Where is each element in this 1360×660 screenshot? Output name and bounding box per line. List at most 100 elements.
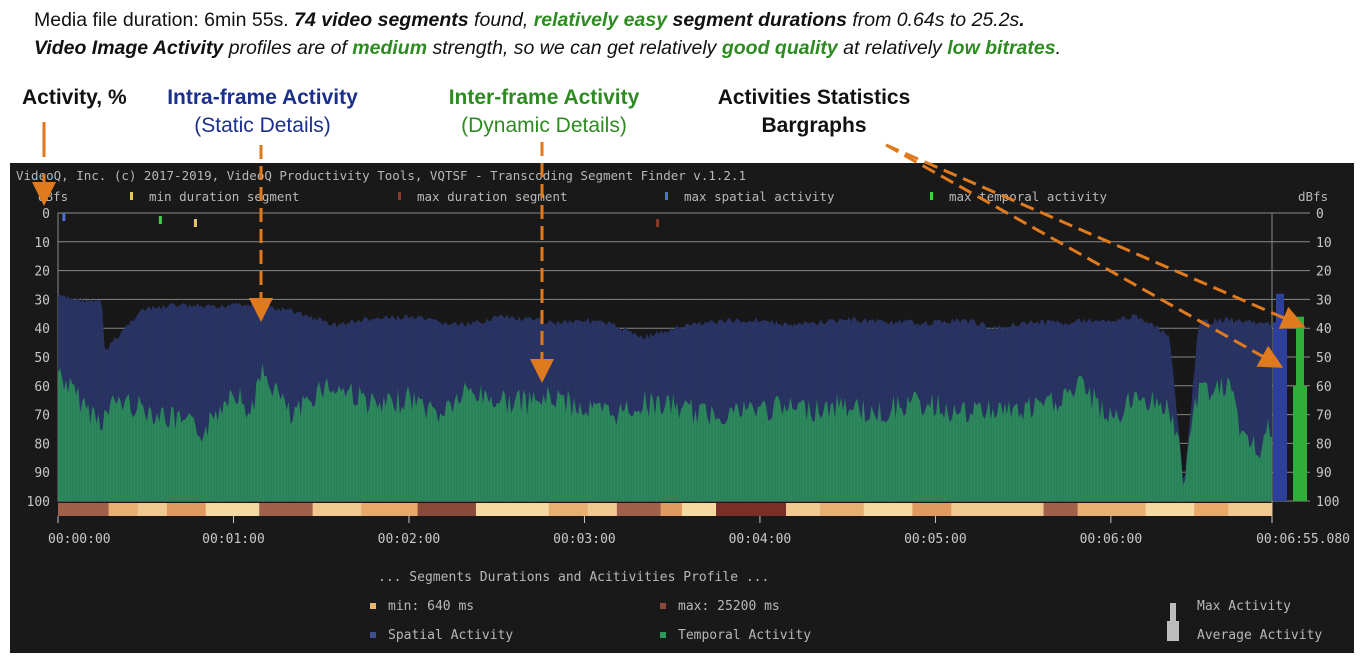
segment-event-marker (62, 213, 66, 221)
y-tick-label-right: 90 (1316, 466, 1332, 481)
y-tick-label-left: 50 (34, 351, 50, 366)
segment-duration-cell (820, 503, 865, 516)
y-tick-label-left: 20 (34, 265, 50, 280)
segment-duration-cell (312, 503, 362, 516)
y-tick-label-right: 10 (1316, 236, 1332, 251)
annotation-stats-title: Activities Statistics (717, 86, 911, 109)
x-tick-label: 00:06:00 (1080, 532, 1143, 547)
segment-duration-cell (1194, 503, 1229, 516)
y-tick-label-right: 100 (1316, 495, 1339, 510)
legend-bottom-swatch (370, 632, 376, 638)
segment-duration-cell (205, 503, 260, 516)
y-tick-label-left: 70 (34, 409, 50, 424)
segment-duration-cell (587, 503, 618, 516)
segment-duration-cell (1228, 503, 1273, 516)
legend-bottom-label: Spatial Activity (388, 628, 513, 643)
bottom-title: ... Segments Durations and Acitivities P… (378, 570, 769, 585)
summary-text: strength, so we can get relatively (427, 37, 722, 59)
annotation-intra-frame: Intra-frame Activity (Static Details) (150, 84, 375, 140)
y-tick-label-left: 0 (42, 207, 50, 222)
legend-bottom-label: min: 640 ms (388, 599, 474, 614)
y-tick-label-right: 50 (1316, 351, 1332, 366)
annotation-activity: Activity, % (22, 86, 127, 109)
legend-top-label: max duration segment (417, 189, 568, 204)
legend-top-swatch (398, 192, 401, 200)
annotation-stats-sub: Bargraphs (761, 114, 867, 137)
segment-event-marker (656, 219, 660, 227)
segment-duration-cell (475, 503, 550, 516)
segment-duration-cell (137, 503, 168, 516)
summary-quality: good quality (721, 37, 838, 59)
segment-duration-cell (716, 503, 787, 516)
y-tick-label-right: 20 (1316, 265, 1332, 280)
summary-bitrate: low bitrates (947, 37, 1056, 59)
summary-segments-count: 74 video segments (294, 9, 469, 31)
x-tick-label: 00:04:00 (729, 532, 792, 547)
segment-duration-cell (548, 503, 589, 516)
annotation-intra-sub: (Static Details) (194, 114, 331, 137)
annotation-intra-title: Intra-frame Activity (167, 86, 358, 109)
y-tick-label-left: 90 (34, 466, 50, 481)
summary-text: . (1019, 9, 1025, 31)
segment-duration-cell (1145, 503, 1195, 516)
summary-duration-range: from 0.64s to 25.2s (846, 9, 1020, 31)
y-tick-label-left: 10 (34, 236, 50, 251)
summary-difficulty: relatively easy (533, 9, 668, 31)
y-tick-label-right: 40 (1316, 322, 1332, 337)
segment-duration-cell (863, 503, 913, 516)
annotation-inter-sub: (Dynamic Details) (461, 114, 627, 137)
y-tick-label-right: 70 (1316, 409, 1332, 424)
legend-stats: Max Activity Average Activity (1167, 599, 1322, 643)
summary-text: at relatively (837, 37, 948, 59)
segment-duration-cell (361, 503, 419, 516)
segment-duration-cell (682, 503, 717, 516)
x-tick-label: 00:06:55.080 (1256, 532, 1350, 547)
segment-duration-cell (417, 503, 477, 516)
legend-top-swatch (930, 192, 933, 200)
legend-top-label: min duration segment (149, 189, 300, 204)
summary-text: . (1055, 37, 1062, 59)
summary-text: found, (468, 9, 534, 31)
legend-top-label: max temporal activity (949, 189, 1108, 204)
x-tick-label: 00:00:00 (48, 532, 111, 547)
average-activity-swatch (1167, 621, 1179, 641)
legend-top-label: max spatial activity (684, 189, 835, 204)
y-tick-label-right: 60 (1316, 380, 1332, 395)
segment-duration-cell (912, 503, 952, 516)
summary-strength: medium (352, 37, 428, 59)
segment-duration-cell (1043, 503, 1079, 516)
x-tick-label: 00:03:00 (553, 532, 616, 547)
segment-duration-cell (108, 503, 139, 516)
summary-line-1: Media file duration: 6min 55s. 74 video … (34, 6, 1344, 34)
segment-event-marker (158, 216, 162, 224)
bars (57, 293, 1273, 516)
segment-duration-cell (951, 503, 1045, 516)
legend-top-swatch (130, 192, 133, 200)
segment-event-marker (193, 219, 197, 227)
annotation-statistics: Activities Statistics Bargraphs (700, 84, 928, 140)
legend-top-swatch (665, 192, 668, 200)
x-tick-label: 00:01:00 (202, 532, 265, 547)
summary-text: profiles are of (223, 37, 353, 59)
max-activity-swatch (1170, 603, 1176, 621)
legend-average-activity: Average Activity (1197, 628, 1322, 643)
legend-bottom-label: Temporal Activity (678, 628, 811, 643)
legend-bottom-swatch (660, 632, 666, 638)
segment-duration-cell (58, 503, 110, 516)
summary-text: segment durations (667, 9, 847, 31)
legend-max-activity: Max Activity (1197, 599, 1291, 614)
legend-bottom: min: 640 ms max: 25200 ms Spatial Activity… (370, 599, 811, 643)
y-tick-label-left: 80 (34, 437, 50, 452)
summary-text: Media file duration: 6min 55s. (34, 9, 295, 31)
y-tick-label-left: 100 (27, 495, 50, 510)
segment-duration-cell (259, 503, 314, 516)
y-tick-label-right: 0 (1316, 207, 1324, 222)
y-tick-label-left: 30 (34, 293, 50, 308)
legend-bottom-label: max: 25200 ms (678, 599, 780, 614)
summary-line-2: Video Image Activity profiles are of med… (34, 34, 1344, 62)
x-tick-label: 00:05:00 (904, 532, 967, 547)
annotation-inter-title: Inter-frame Activity (448, 86, 640, 109)
segment-duration-cell (660, 503, 683, 516)
x-tick-label: 00:02:00 (378, 532, 441, 547)
y-tick-label-right: 30 (1316, 293, 1332, 308)
